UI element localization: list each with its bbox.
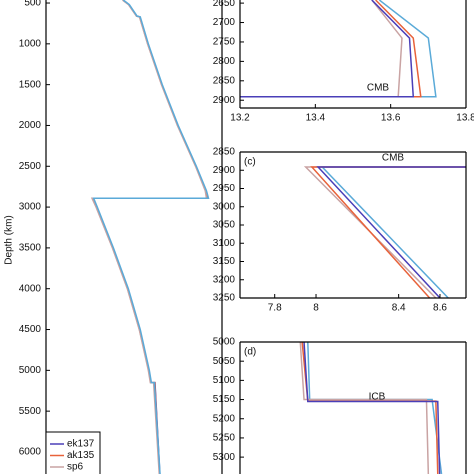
velocity-line [92,0,210,474]
y-axis-label: Depth (km) [4,215,15,264]
panel-label: (d) [244,347,256,358]
y-tick-label: 3250 [213,293,236,304]
y-tick-label: 3050 [213,220,236,231]
y-tick-label: 5250 [213,433,236,444]
velocity-line [299,342,430,474]
x-tick-label: 13.6 [381,113,401,124]
y-tick-label: 5500 [19,406,42,417]
y-tick-label: 5300 [213,452,236,463]
y-tick-label: 2800 [213,56,236,67]
y-tick-label: 5200 [213,413,236,424]
x-tick-label: 8 [313,303,319,314]
y-tick-label: 2700 [213,17,236,28]
plot-area [303,166,466,298]
y-tick-label: 2900 [213,165,236,176]
x-tick-label: 13.8 [456,113,474,124]
velocity-line [240,0,415,98]
y-tick-label: 3000 [19,202,42,213]
y-tick-label: 5000 [19,365,42,376]
y-tick-label: 5150 [213,394,236,405]
plot-area [299,342,443,474]
y-tick-label: 2850 [213,75,236,86]
velocity-line [301,342,439,474]
y-tick-label: 3150 [213,256,236,267]
y-tick-label: 2650 [213,0,236,9]
plot-area [240,0,437,98]
y-tick-label: 4000 [19,283,42,294]
x-tick-label: 8.6 [433,303,447,314]
y-tick-label: 1000 [19,38,42,49]
x-tick-label: 8.4 [392,303,406,314]
y-tick-label: 2850 [213,147,236,158]
y-tick-label: 2900 [213,95,236,106]
velocity-line [310,166,466,298]
y-tick-label: 3200 [213,274,236,285]
velocity-line [307,342,443,474]
y-tick-label: 5000 [213,337,236,348]
y-tick-label: 2950 [213,183,236,194]
y-tick-label: 4500 [19,324,42,335]
x-tick-label: 13.4 [306,113,326,124]
y-tick-label: 6000 [19,447,42,458]
legend-label: ak135 [67,450,95,461]
velocity-line [240,0,403,98]
boundary-label: CMB [367,83,390,94]
velocity-line [316,166,466,298]
x-tick-label: 7.8 [268,303,282,314]
y-tick-label: 2500 [19,161,42,172]
boundary-label: ICB [369,392,386,403]
panel-label: (c) [244,157,256,168]
velocity-line [303,342,441,474]
y-tick-label: 2750 [213,37,236,48]
y-tick-label: 1500 [19,79,42,90]
velocity-line [240,0,437,98]
x-tick-label: 13.2 [230,113,250,124]
y-tick-label: 3100 [213,238,236,249]
legend-label: ek137 [67,439,95,450]
y-tick-label: 3000 [213,201,236,212]
y-tick-label: 5050 [213,356,236,367]
y-tick-label: 3500 [19,243,42,254]
velocity-line [91,0,209,474]
velocity-line [303,166,466,298]
velocity-line [320,166,466,298]
legend-label: sp6 [67,462,84,473]
y-tick-label: 5100 [213,375,236,386]
velocity-line [240,0,422,98]
y-tick-label: 2000 [19,120,42,131]
plot-area [90,0,210,474]
y-tick-label: 500 [24,0,41,9]
boundary-label: CMB [382,153,405,164]
